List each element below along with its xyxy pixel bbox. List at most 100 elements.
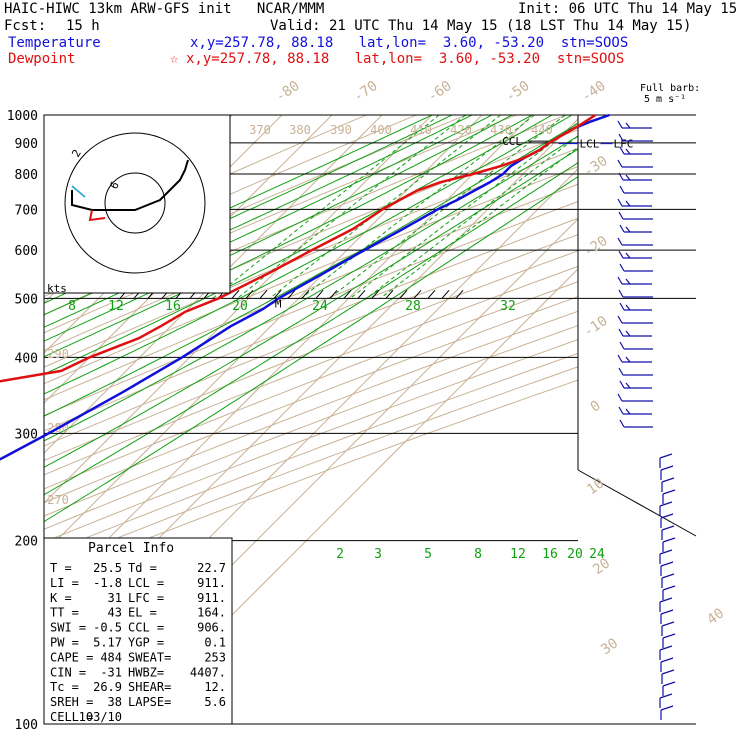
- theta-label: 380: [289, 123, 311, 137]
- mixing-ratio-label: 16: [165, 299, 181, 314]
- mixing-ratio-line: [366, 135, 578, 299]
- dry-adiabat-line: [44, 366, 578, 568]
- parcel-info-value: -0.5: [93, 621, 122, 635]
- parcel-info-key: PW =: [50, 636, 79, 650]
- wind-barb-flag: [618, 211, 624, 220]
- wind-barb-flag: [625, 200, 631, 207]
- parcel-info-key: CELL =: [50, 710, 93, 724]
- parcel-info-value: 43: [108, 606, 122, 620]
- parcel-info-panel: [43, 537, 233, 725]
- parcel-info-value: 906.: [197, 621, 226, 635]
- mixing-ratio-label: 8: [68, 299, 76, 314]
- mixing-ratio-label: 20: [567, 547, 583, 562]
- hodograph-ring-inner: [104, 172, 166, 234]
- wind-barb-flag: [625, 304, 631, 311]
- wind-barb-flag: [619, 185, 625, 194]
- plot-area: [0, 102, 578, 740]
- dry-adiabat-line: [44, 217, 578, 432]
- melting-level-label: M: [275, 298, 282, 311]
- wind-barb-flag: [617, 120, 623, 129]
- hatch-mark: [315, 289, 324, 299]
- parcel-info-key: YGP =: [128, 636, 164, 650]
- hatch-mark: [343, 289, 352, 299]
- wind-barb-flag: [625, 252, 631, 259]
- parcel-info-value: 253: [204, 650, 226, 664]
- wind-barb-flag: [662, 633, 676, 639]
- hatch-mark: [427, 289, 436, 299]
- wind-barb-flag: [625, 330, 631, 337]
- fcst-value: 15 h: [66, 18, 100, 34]
- parcel-info-key: K =: [50, 591, 72, 605]
- wind-barb-flag: [618, 250, 624, 259]
- hatch-mark: [371, 289, 380, 299]
- plot-title: HAIC-HIWC 13km ARW-GFS init NCAR/MMM: [4, 1, 325, 17]
- mixing-ratio-line: [212, 115, 440, 299]
- wind-barb-flag: [617, 159, 623, 168]
- pressure-tick-label: 100: [15, 718, 38, 733]
- wind-barb-flag: [617, 354, 623, 363]
- mixing-ratio-line: [237, 115, 466, 299]
- parcel-info-value: 103/10: [79, 710, 122, 724]
- hatch-mark: [413, 289, 422, 299]
- hatch-mark: [441, 289, 450, 299]
- wind-barb-flag: [619, 146, 625, 155]
- ccl-label: CCL: [502, 135, 522, 148]
- hatch-mark: [399, 289, 408, 299]
- hodograph-trace-upper: [71, 185, 86, 198]
- isotherm-label: 40: [704, 605, 727, 628]
- theta-label: 430: [490, 123, 512, 137]
- wind-barb-flag: [660, 465, 674, 471]
- wind-barb-flag: [618, 406, 624, 415]
- parcel-info-key: SHEAR=: [128, 680, 171, 694]
- hatch-mark: [259, 289, 268, 299]
- mixing-ratio-label: 24: [589, 547, 605, 562]
- mixing-ratio-label: 5: [424, 547, 432, 562]
- isotherm-label: -80: [273, 78, 303, 106]
- wind-barb-flag: [618, 172, 624, 181]
- parcel-info-key: LCL =: [128, 576, 164, 590]
- wind-barb-flag: [660, 705, 674, 711]
- mixing-ratio-label: 3: [374, 547, 382, 562]
- parcel-info-title: Parcel Info: [88, 541, 174, 556]
- wind-barb-flag: [660, 657, 674, 663]
- wind-barb-flag: [659, 501, 673, 507]
- wind-barb-flag: [660, 513, 674, 519]
- parcel-info-key: SWI =: [50, 621, 86, 635]
- parcel-info-value: 38: [108, 695, 122, 709]
- parcel-info-value: 4407.: [190, 665, 226, 679]
- parcel-info-value: 25.5: [93, 561, 122, 575]
- isotherm-label: -40: [579, 78, 609, 106]
- fcst-label: Fcst:: [4, 18, 47, 34]
- parcel-info-key: CIN =: [50, 665, 86, 679]
- dry-adiabat-line: [44, 296, 578, 504]
- wind-barb-flag: [659, 645, 673, 651]
- parcel-info-key: HWBZ=: [128, 665, 164, 679]
- parcel-info-key: EL =: [128, 606, 157, 620]
- dry-adiabat-line: [44, 234, 578, 447]
- parcel-info-key: TT =: [50, 606, 79, 620]
- parcel-info-value: 12.: [204, 680, 226, 694]
- wind-barb-flag: [618, 328, 624, 337]
- wind-barb-flag: [619, 263, 625, 272]
- dry-adiabat-line: [44, 115, 368, 259]
- parcel-info-value: 911.: [197, 591, 226, 605]
- plot-frame-bevel: [577, 469, 697, 537]
- wind-barb-flag: [625, 226, 631, 233]
- barb-legend-title: Full barb:: [640, 83, 701, 94]
- isotherm-line: [0, 102, 45, 740]
- wind-barb-flag: [659, 549, 673, 555]
- wind-barb-flag: [619, 380, 625, 389]
- valid-time: Valid: 21 UTC Thu 14 May 15 (18 LST Thu …: [270, 18, 692, 34]
- parcel-info-value: 164.: [197, 606, 226, 620]
- isotherm-line: [44, 115, 483, 554]
- parcel-info-value: 5.6: [204, 695, 226, 709]
- pressure-tick-label: 400: [15, 351, 38, 366]
- wind-barb-flag: [662, 537, 676, 543]
- hatch-mark: [357, 289, 366, 299]
- wind-barb-flag: [625, 382, 631, 389]
- moist-adiabat-line: [44, 115, 553, 375]
- pressure-tick-label: 900: [15, 137, 38, 152]
- dry-adiabat-line: [44, 352, 578, 556]
